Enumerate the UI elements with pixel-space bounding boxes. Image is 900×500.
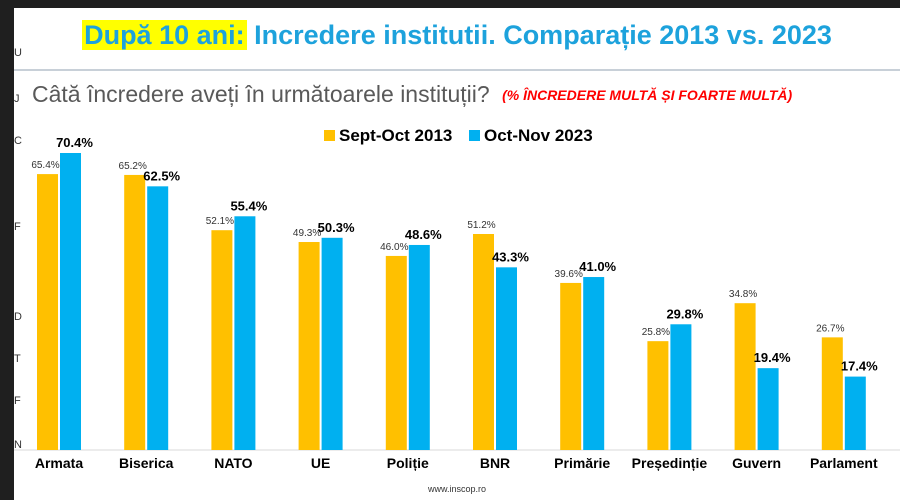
bar xyxy=(385,255,407,450)
chart-question: Câtă încredere aveți în următoarele inst… xyxy=(32,81,792,108)
data-label: 65.2% xyxy=(119,161,147,172)
source-footer: www.inscop.ro xyxy=(427,484,487,494)
bar xyxy=(147,186,169,450)
side-letter: J xyxy=(14,92,26,106)
bar xyxy=(844,376,866,450)
bar xyxy=(37,174,58,450)
data-label: 19.4% xyxy=(754,350,791,365)
data-label: 62.5% xyxy=(143,168,180,183)
data-label: 43.3% xyxy=(492,249,529,264)
category-label: UE xyxy=(311,455,330,471)
bar xyxy=(211,230,233,450)
data-label: 39.6% xyxy=(555,269,583,280)
bar xyxy=(821,337,843,450)
page-title: După 10 ani: Incredere institutii. Compa… xyxy=(14,20,900,51)
bar xyxy=(408,244,430,450)
side-letter: F xyxy=(14,394,26,408)
category-label: Guvern xyxy=(732,455,781,471)
title-highlight: După 10 ani: xyxy=(82,20,247,50)
slide: U J C F D T F N După 10 ani: Incredere i… xyxy=(14,8,900,500)
category-label: Armata xyxy=(35,455,83,471)
question-note: (% ÎNCREDERE MULTĂ ȘI FOARTE MULTĂ) xyxy=(502,87,793,103)
bar xyxy=(670,324,692,450)
bar xyxy=(234,216,256,450)
legend-label: Oct-Nov 2023 xyxy=(484,126,593,145)
category-label: Primărie xyxy=(554,455,610,471)
question-text: Câtă încredere aveți în următoarele inst… xyxy=(32,81,490,107)
data-label: 25.8% xyxy=(642,327,670,338)
category-label: Poliție xyxy=(387,455,429,471)
side-letter: T xyxy=(14,352,26,366)
data-label: 46.0% xyxy=(380,242,408,253)
data-label: 34.8% xyxy=(729,289,757,300)
bar xyxy=(60,153,81,450)
side-letter: F xyxy=(14,220,26,234)
data-label: 29.8% xyxy=(666,306,703,321)
title-divider xyxy=(14,69,900,71)
data-label: 49.3% xyxy=(293,228,321,239)
bar xyxy=(583,277,605,450)
bar xyxy=(321,237,343,450)
side-letter: U xyxy=(14,46,26,60)
data-label: 52.1% xyxy=(206,216,234,227)
bar xyxy=(298,242,320,450)
side-letter: C xyxy=(14,134,26,148)
data-label: 50.3% xyxy=(318,220,355,235)
bar-chart: Sept-Oct 2013 Oct-Nov 2023 65.4% 70.4% Armat… xyxy=(14,126,900,471)
title-text: Incredere institutii. Comparație 2013 vs… xyxy=(254,20,832,50)
bar xyxy=(560,282,582,450)
data-label: 17.4% xyxy=(841,359,878,374)
side-letter: N xyxy=(14,438,26,452)
legend-swatch xyxy=(324,130,335,141)
bar xyxy=(496,267,517,450)
bar xyxy=(757,368,779,450)
data-label: 65.4% xyxy=(31,160,59,171)
bar xyxy=(124,174,146,450)
bar xyxy=(473,234,494,450)
category-label: Parlament xyxy=(810,455,878,471)
data-label: 41.0% xyxy=(579,259,616,274)
data-label: 70.4% xyxy=(56,135,93,150)
category-label: Președinție xyxy=(632,455,708,471)
legend-label: Sept-Oct 2013 xyxy=(339,126,452,145)
category-label: BNR xyxy=(480,455,510,471)
bar xyxy=(734,303,756,450)
data-label: 26.7% xyxy=(816,323,844,334)
data-label: 55.4% xyxy=(230,198,267,213)
category-label: NATO xyxy=(214,455,252,471)
legend-swatch xyxy=(469,130,480,141)
category-label: Biserica xyxy=(119,455,174,471)
data-label: 48.6% xyxy=(405,227,442,242)
bar xyxy=(647,341,669,450)
data-label: 51.2% xyxy=(467,220,495,231)
side-letter: D xyxy=(14,310,26,324)
